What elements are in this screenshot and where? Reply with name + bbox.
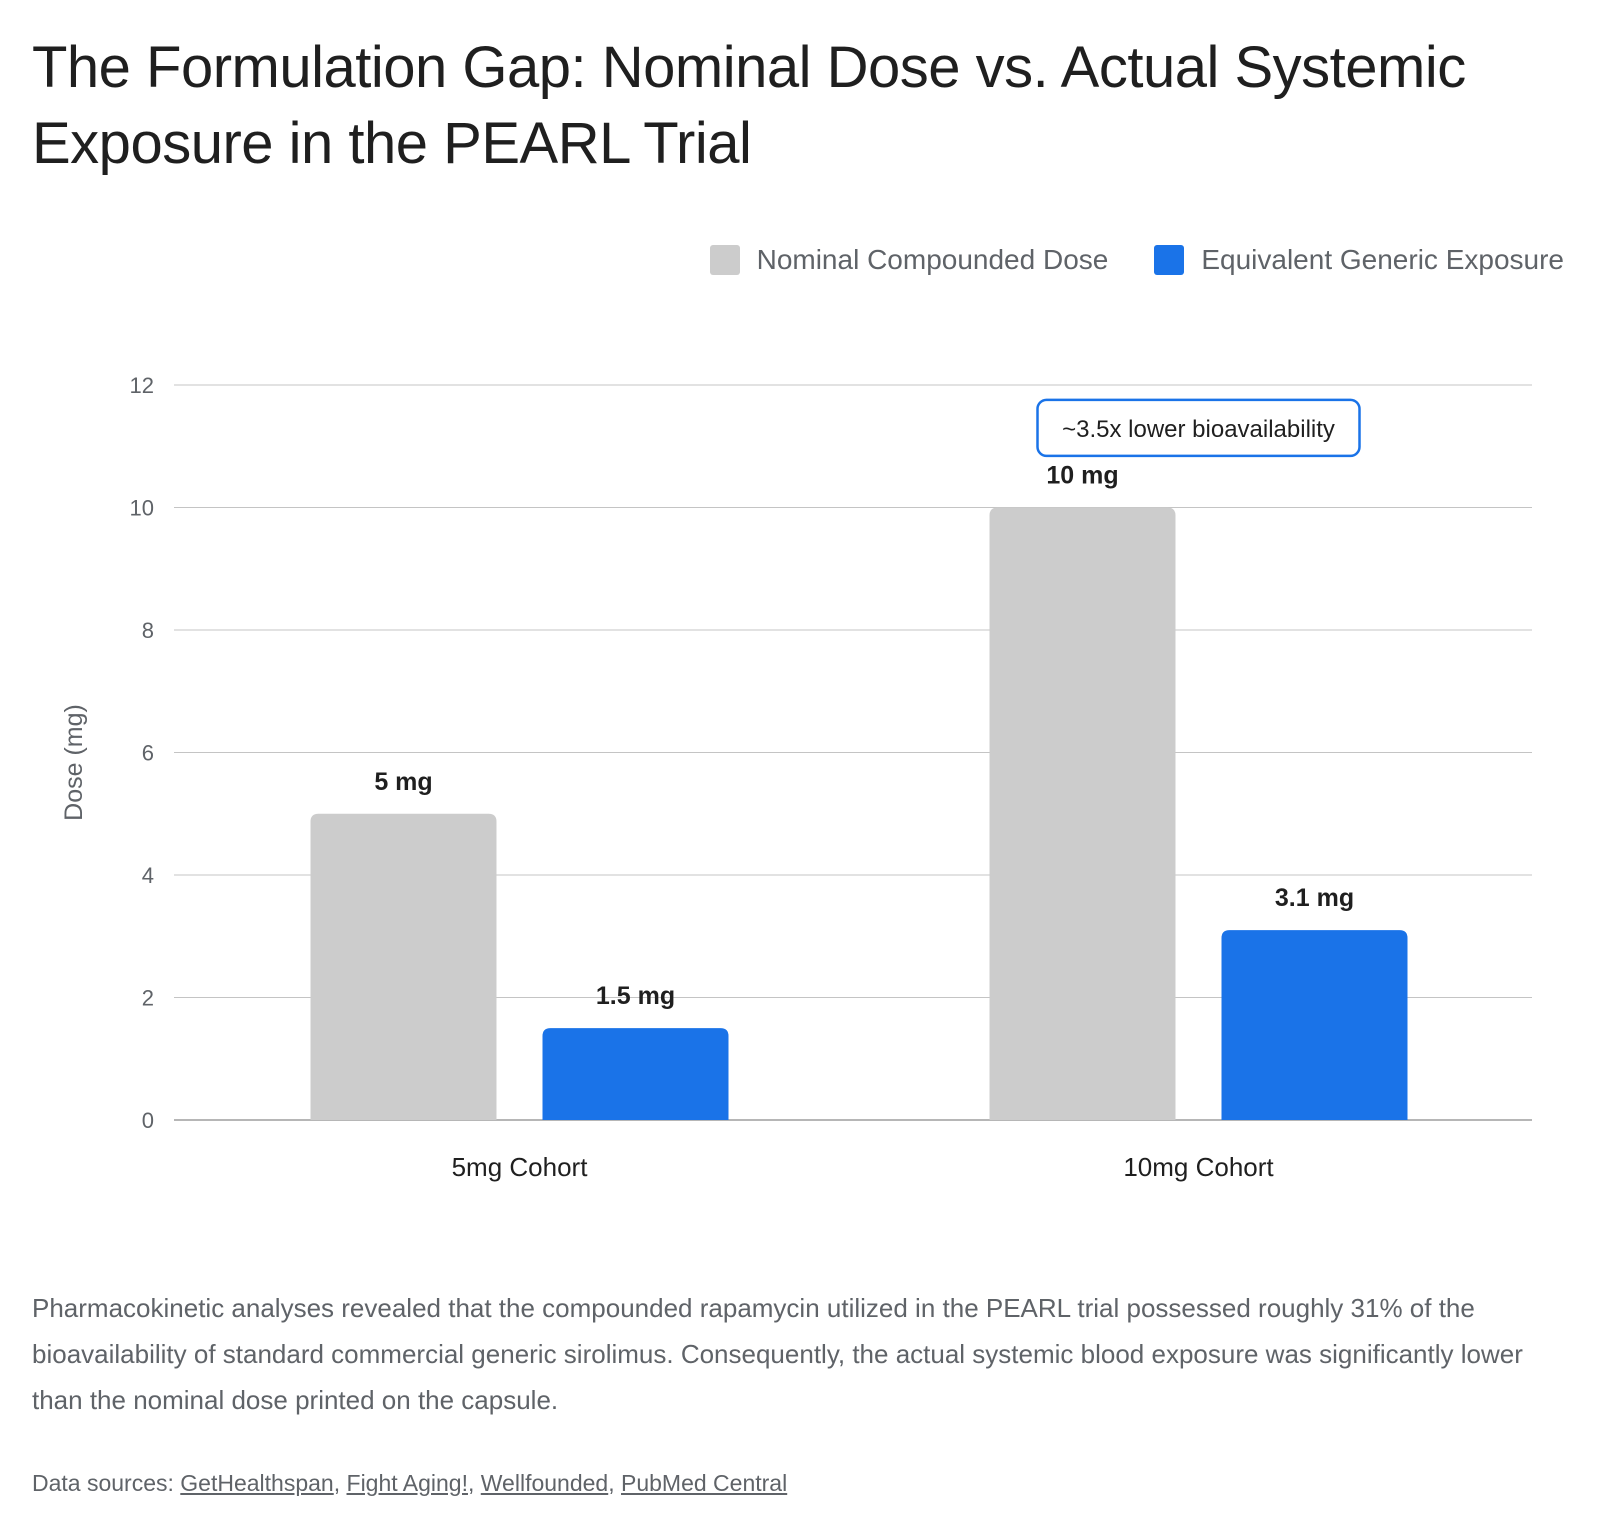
legend: Nominal Compounded Dose Equivalent Gener… xyxy=(664,244,1564,276)
bar-chart: 0 2 4 6 8 10 12 5 mg 1.5 mg 5mg Cohort 10 mg 3.1 m… xyxy=(60,373,1532,1183)
source-link-wellfounded[interactable]: Wellfounded xyxy=(480,1470,609,1496)
sources-prefix: Data sources: xyxy=(32,1470,181,1496)
x-category-label: 5mg Cohort xyxy=(452,1152,589,1182)
y-tick-label: 4 xyxy=(142,863,154,888)
legend-item-generic: Equivalent Generic Exposure xyxy=(1154,244,1564,276)
data-label-generic-2: 3.1 mg xyxy=(1275,884,1354,912)
source-link-gethealthspan[interactable]: GetHealthspan xyxy=(180,1470,334,1496)
data-sources: Data sources: GetHealthspan, Fight Aging… xyxy=(32,1470,788,1496)
legend-label-nominal: Nominal Compounded Dose xyxy=(756,244,1109,275)
bar-generic-1 xyxy=(542,1028,729,1120)
data-label-nominal-1: 5 mg xyxy=(374,768,432,796)
legend-label-generic: Equivalent Generic Exposure xyxy=(1201,244,1564,275)
bar-nominal-1 xyxy=(310,813,497,1120)
bar-generic-2 xyxy=(1221,930,1408,1120)
data-labels: 5 mg 1.5 mg 5mg Cohort 10 mg 3.1 mg 10mg Coho… xyxy=(374,462,1354,1183)
source-link-pubmed-central[interactable]: PubMed Central xyxy=(621,1470,788,1496)
chart-caption: Pharmacokinetic analyses revealed that t… xyxy=(32,1293,1523,1415)
y-tick-label: 12 xyxy=(130,373,154,398)
data-label-generic-1: 1.5 mg xyxy=(596,982,675,1010)
legend-swatch-generic xyxy=(1154,245,1185,275)
bar-nominal-2 xyxy=(989,507,1176,1120)
annotation-text: ~3.5x lower bioavailability xyxy=(1062,416,1335,443)
legend-item-nominal: Nominal Compounded Dose xyxy=(709,244,1109,276)
annotation: ~3.5x lower bioavailability xyxy=(1036,398,1361,458)
y-tick-label: 2 xyxy=(142,986,154,1011)
y-tick-label: 10 xyxy=(130,496,154,521)
source-link-fight-aging[interactable]: Fight Aging! xyxy=(346,1470,468,1496)
y-tick-label: 8 xyxy=(142,618,154,643)
legend-swatch-nominal xyxy=(709,245,740,275)
annotation-box xyxy=(1036,398,1361,458)
y-axis-label: Dose (mg) xyxy=(60,704,88,821)
y-tick-label: 0 xyxy=(142,1108,154,1133)
x-category-label: 10mg Cohort xyxy=(1123,1152,1274,1182)
bars xyxy=(310,507,1408,1120)
y-tick-label: 6 xyxy=(142,741,154,766)
chart-title: The Formulation Gap: Nominal Dose vs. Ac… xyxy=(32,35,1466,176)
data-label-nominal-2: 10 mg xyxy=(1046,462,1118,490)
